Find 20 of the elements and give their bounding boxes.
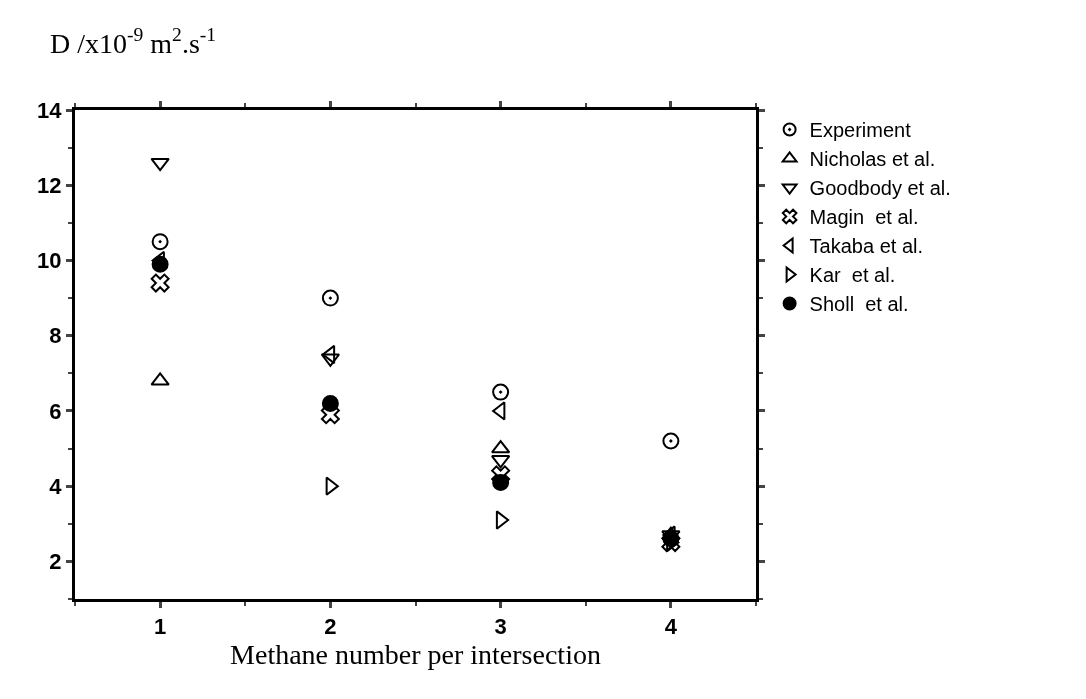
- legend-label: Magin et al.: [809, 206, 919, 229]
- legend-label: Kar et al.: [809, 264, 896, 287]
- legend-label: Sholl et al.: [809, 293, 909, 316]
- y-tick-label: 10: [37, 248, 62, 274]
- legend-label: Nicholas et al.: [809, 148, 936, 171]
- x-tick-label: 1: [154, 614, 167, 640]
- x-axis-title: Methane number per intersection: [230, 639, 601, 671]
- y-tick-label: 6: [49, 398, 62, 424]
- y-tick-label: 12: [37, 172, 62, 198]
- x-tick-label: 2: [324, 614, 337, 640]
- y-tick-label: 2: [49, 549, 62, 575]
- y-tick-label: 14: [37, 97, 63, 123]
- y-tick-label: 8: [49, 323, 62, 349]
- legend-label: Takaba et al.: [809, 235, 924, 258]
- x-tick-label: 3: [494, 614, 507, 640]
- y-tick-label: 4: [49, 473, 63, 499]
- legend-label: Goodbody et al.: [809, 177, 951, 200]
- x-tick-label: 4: [664, 614, 678, 640]
- y-axis-title: D /x10$^{-9}$ m$^{2}$.s$^{-1}$: [50, 24, 217, 59]
- legend-label: Experiment: [809, 119, 912, 142]
